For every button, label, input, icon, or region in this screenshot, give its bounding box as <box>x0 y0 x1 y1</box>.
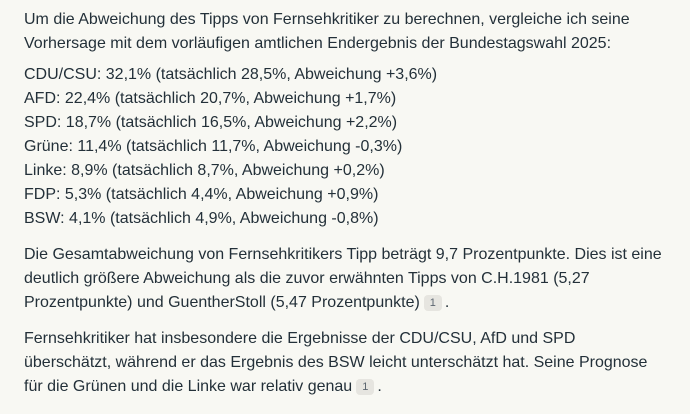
result-line-gruene: Grüne: 11,4% (tatsächlich 11,7%, Abweich… <box>24 138 403 155</box>
election-results-list: CDU/CSU: 32,1% (tatsächlich 28,5%, Abwei… <box>24 63 666 231</box>
result-line-afd: AFD: 22,4% (tatsächlich 20,7%, Abweichun… <box>24 90 397 107</box>
summary-text: Die Gesamtabweichung von Fernsehkritiker… <box>24 246 662 311</box>
conclusion-suffix: . <box>377 378 382 395</box>
intro-paragraph: Um die Abweichung des Tipps von Fernsehk… <box>24 11 630 52</box>
citation-badge[interactable]: 1 <box>356 379 375 395</box>
result-line-cdu-csu: CDU/CSU: 32,1% (tatsächlich 28,5%, Abwei… <box>24 66 438 83</box>
result-line-bsw: BSW: 4,1% (tatsächlich 4,9%, Abweichung … <box>24 210 379 227</box>
assistant-message: Um die Abweichung des Tipps von Fernsehk… <box>24 11 666 399</box>
citation-badge[interactable]: 1 <box>423 295 442 311</box>
result-line-spd: SPD: 18,7% (tatsächlich 16,5%, Abweichun… <box>24 114 398 131</box>
result-line-linke: Linke: 8,9% (tatsächlich 8,7%, Abweichun… <box>24 162 385 179</box>
conclusion-paragraph: Fernsehkritiker hat insbesondere die Erg… <box>24 327 666 399</box>
result-line-fdp: FDP: 5,3% (tatsächlich 4,4%, Abweichung … <box>24 186 379 203</box>
summary-paragraph: Die Gesamtabweichung von Fernsehkritiker… <box>24 243 666 315</box>
summary-suffix: . <box>444 294 450 311</box>
conclusion-text: Fernsehkritiker hat insbesondere die Erg… <box>24 330 648 395</box>
